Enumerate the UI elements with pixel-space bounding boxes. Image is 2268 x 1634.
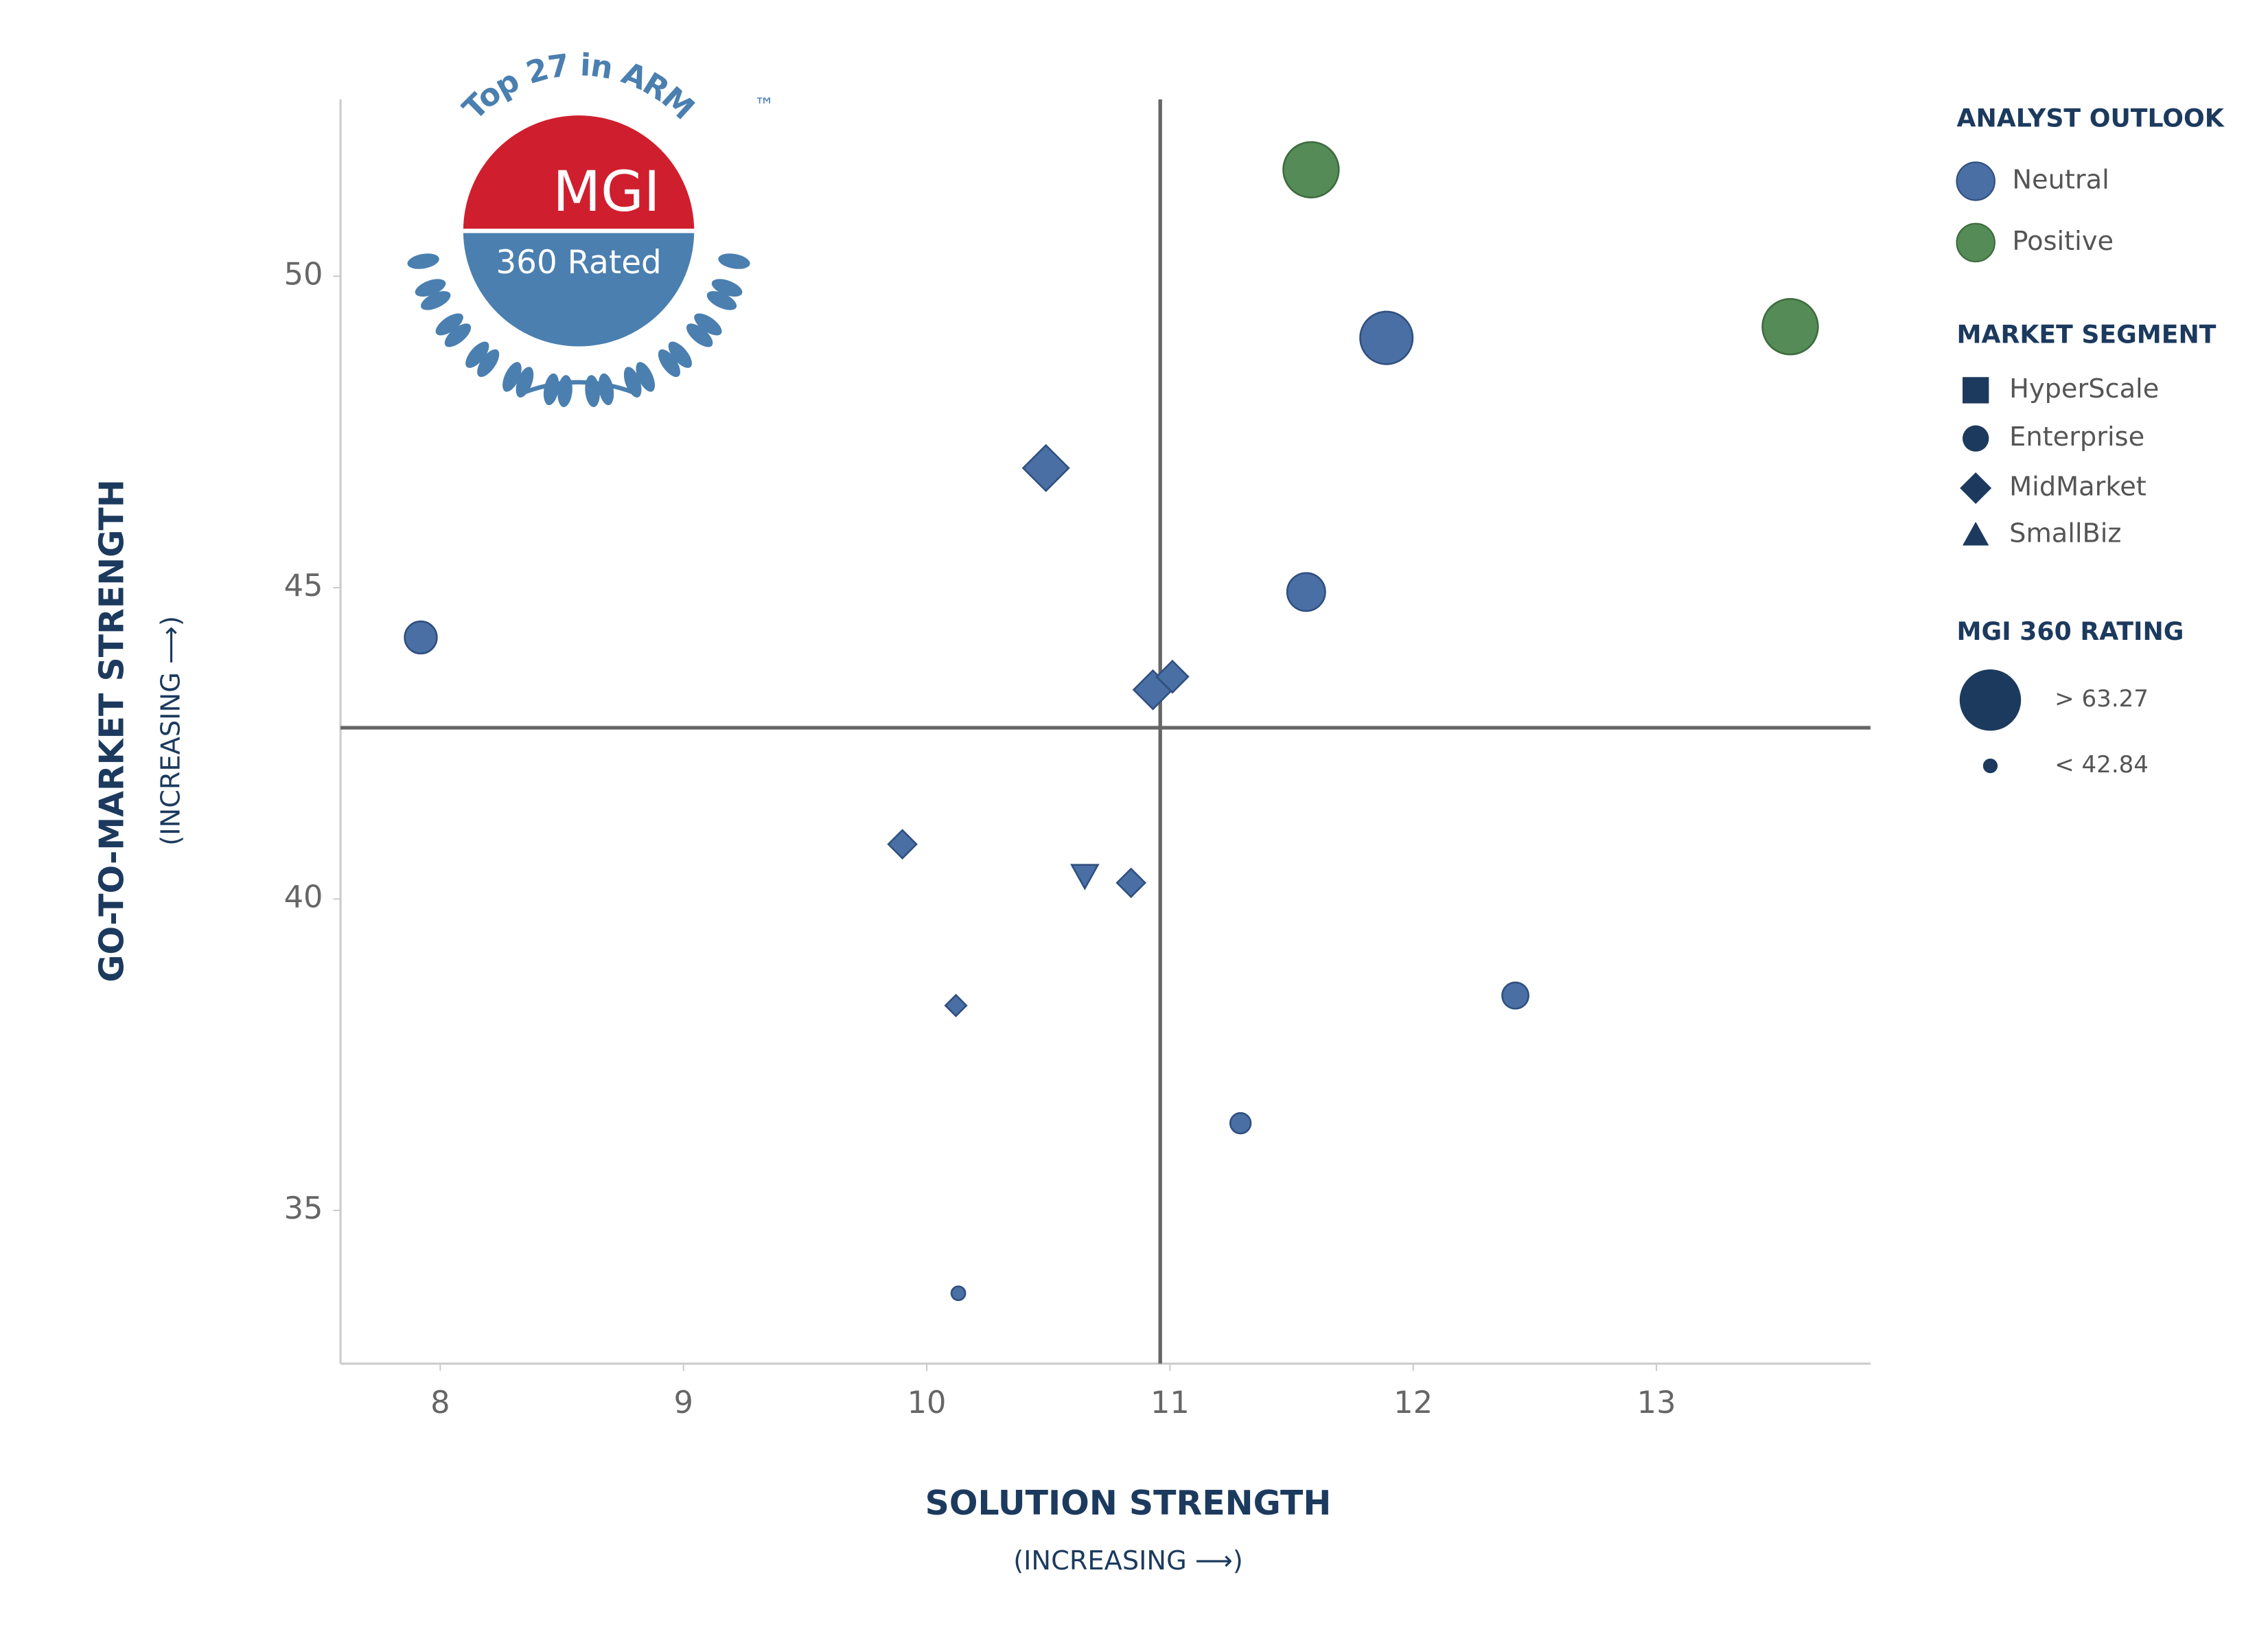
laurel-leaf	[407, 253, 439, 269]
legend-title: MGI 360 RATING	[1957, 617, 2184, 646]
point	[1155, 659, 1190, 694]
badge-arc-text: Top 27 in ARM	[456, 47, 702, 127]
point	[1286, 572, 1326, 612]
legend-size-marker	[1959, 669, 2022, 731]
y-tick-label: 40	[284, 879, 323, 914]
laurel-leaf	[465, 341, 489, 368]
laurel-leaf	[477, 349, 500, 378]
point	[944, 993, 968, 1017]
point	[1501, 981, 1530, 1010]
point	[1229, 1112, 1252, 1135]
legend-marker	[1956, 222, 1995, 263]
legend-title: ANALYST OUTLOOK	[1957, 104, 2225, 133]
y-axis-subtitle: (INCREASING ⟶)	[156, 616, 187, 846]
x-tick-label: 10	[907, 1385, 947, 1420]
x-axis-title: SOLUTION STRENGTH	[925, 1484, 1332, 1523]
legend-label: SmallBiz	[2009, 518, 2121, 549]
legend-title: MARKET SEGMENT	[1957, 320, 2217, 349]
laurel-leaf	[718, 253, 750, 269]
laurel-leaf	[585, 375, 600, 407]
legend-label: Neutral	[2012, 164, 2109, 195]
legend-marker	[1963, 425, 1989, 452]
badge-arc-path: Top 27 in ARM	[456, 47, 702, 127]
laurel	[407, 253, 750, 407]
badge-tm: ™	[754, 94, 775, 118]
laurel-leaf	[543, 373, 559, 406]
badge-top	[463, 115, 695, 231]
laurel-leaf	[435, 313, 463, 336]
y-tick-label: 35	[284, 1190, 323, 1226]
point	[950, 1285, 967, 1302]
point	[1761, 298, 1819, 356]
legend-label: MidMarket	[2009, 472, 2146, 503]
laurel-leaf	[557, 375, 572, 407]
legend-size-marker	[1982, 758, 1998, 774]
legend-label: Enterprise	[2009, 422, 2144, 452]
badge-bottom	[463, 231, 695, 347]
legend-marker	[1956, 161, 1995, 201]
x-tick-label: 9	[673, 1385, 693, 1420]
x-tick-label: 8	[430, 1385, 450, 1420]
legend-label: < 42.84	[2055, 751, 2149, 779]
laurel-leaf	[636, 362, 656, 392]
x-axis-subtitle: (INCREASING ⟶)	[1013, 1545, 1243, 1576]
laurel-leaf	[444, 323, 472, 347]
point	[1070, 864, 1100, 890]
point	[1359, 310, 1414, 365]
legend-marker	[1963, 521, 1989, 546]
x-tick-label: 13	[1637, 1385, 1676, 1420]
laurel-stem	[525, 380, 632, 394]
badge: MGI 360 Rated Top 27 in ARM ™	[407, 47, 775, 407]
laurel-leaf	[706, 290, 737, 310]
laurel-leaf	[658, 349, 680, 378]
point	[1021, 444, 1070, 492]
laurel-leaf	[668, 341, 692, 368]
legend-label: > 63.27	[2055, 685, 2149, 713]
laurel-leaf	[502, 362, 522, 392]
y-tick-label: 50	[284, 256, 323, 292]
y-tick-label: 45	[284, 568, 323, 603]
point	[887, 829, 918, 860]
laurel-leaf	[711, 279, 743, 297]
badge-top-text: MGI	[553, 160, 660, 225]
point	[1115, 867, 1146, 899]
x-tick-label: 12	[1393, 1385, 1433, 1420]
legend-label: HyperScale	[2009, 373, 2159, 404]
legend-marker	[1963, 377, 1989, 404]
laurel-leaf	[598, 373, 614, 406]
y-axis-title: GO-TO-MARKET STRENGTH	[93, 479, 132, 982]
laurel-leaf	[420, 290, 451, 310]
legend-label: Positive	[2012, 226, 2114, 257]
badge-bottom-text: 360 Rated	[496, 244, 661, 281]
legend-marker	[1960, 472, 1992, 505]
laurel-leaf	[686, 323, 713, 347]
x-tick-label: 11	[1150, 1385, 1190, 1420]
laurel-leaf	[694, 313, 722, 336]
point	[404, 620, 438, 655]
point	[1282, 141, 1340, 198]
